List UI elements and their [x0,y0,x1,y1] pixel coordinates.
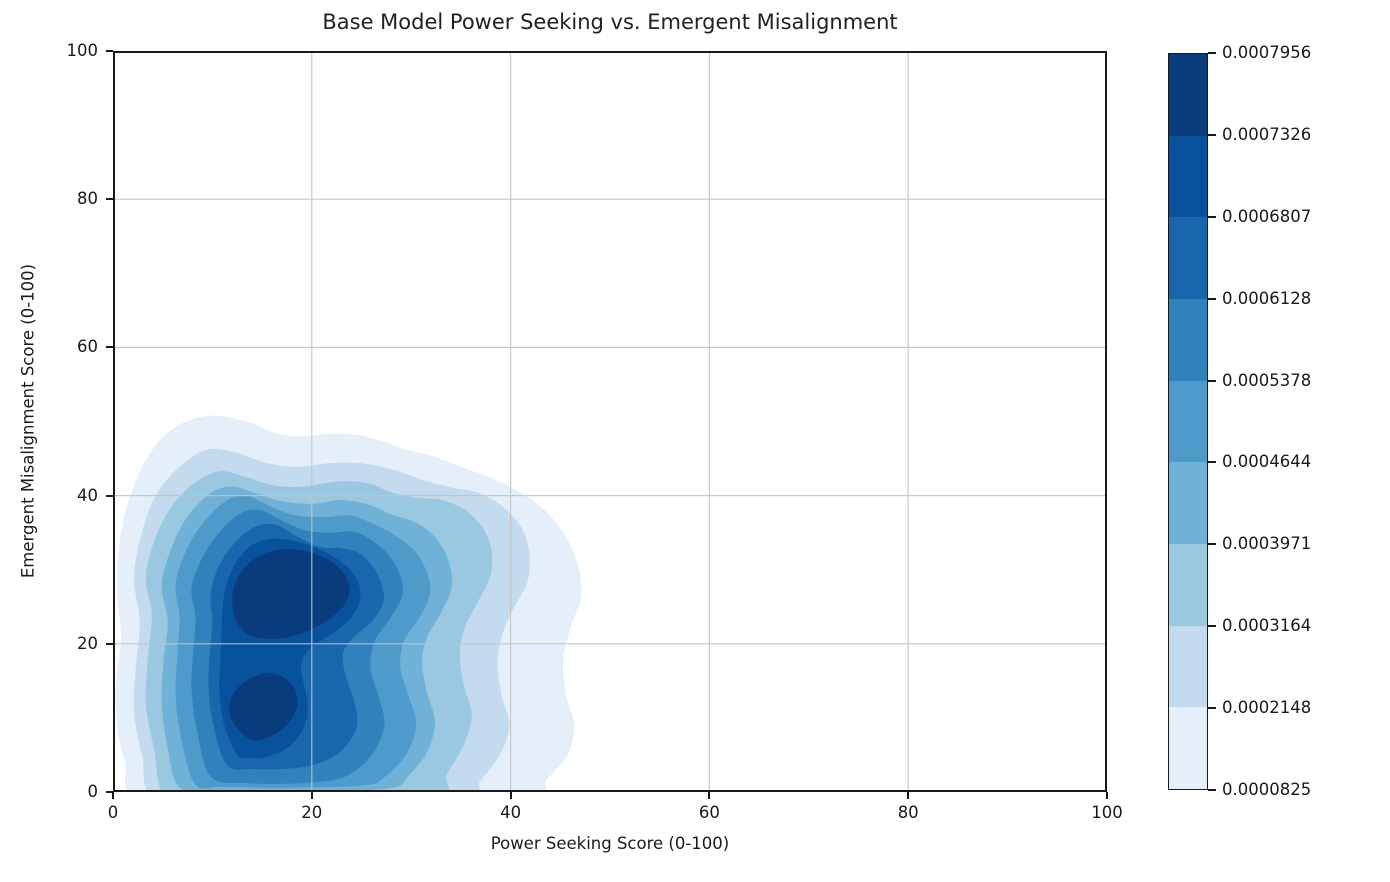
x-tick-mark [310,792,313,799]
y-tick-label: 60 [77,337,98,357]
colorbar-tick-label: 0.0007326 [1222,124,1312,144]
x-tick-label: 0 [107,803,119,822]
colorbar-band [1169,544,1207,626]
colorbar-tick-label: 0.0007956 [1222,43,1312,62]
colorbar-band [1169,707,1207,790]
colorbar-tick-mark [1208,543,1216,546]
colorbar-tick-mark [1208,379,1216,382]
y-tick-mark [106,642,113,645]
colorbar-tick-label: 0.0006807 [1222,206,1312,226]
contour-bands [115,415,582,792]
x-tick-label: 100 [1091,803,1123,822]
y-axis-label: Emergent Misalignment Score (0-100) [18,263,38,579]
colorbar-tick-label: 0.0003164 [1222,616,1312,636]
axes-spines [113,51,1107,792]
colorbar [1168,53,1208,790]
x-tick-label: 20 [301,803,323,822]
contour-plot-svg [113,51,1107,792]
y-tick-label: 0 [87,782,99,801]
colorbar-tick-mark [1208,461,1216,464]
colorbar-band [1169,625,1207,708]
colorbar-tick-label: 0.0004644 [1222,452,1312,472]
colorbar-band [1169,54,1207,136]
contour-band [229,673,298,741]
contour-band [232,549,350,639]
plot-area [113,51,1107,792]
x-tick-label: 40 [500,803,522,822]
colorbar-tick-label: 0.0000825 [1222,780,1312,799]
y-tick-mark [106,346,113,349]
y-tick-label: 40 [77,485,98,505]
colorbar-tick-label: 0.0005378 [1222,370,1312,390]
y-tick-label: 100 [66,41,99,60]
colorbar-band [1169,299,1207,381]
colorbar-tick-mark [1208,707,1216,710]
chart-title: Base Model Power Seeking vs. Emergent Mi… [322,10,898,34]
colorbar-tick-label: 0.0006128 [1222,288,1312,308]
colorbar-tick-mark [1208,133,1216,136]
colorbar-tick-mark [1208,52,1216,54]
y-tick-mark [106,494,113,497]
y-tick-mark [106,791,113,793]
colorbar-band [1169,380,1207,463]
x-tick-mark [708,792,711,799]
y-tick-mark [106,198,113,201]
y-tick-label: 80 [77,189,98,209]
x-tick-mark [112,792,114,799]
y-tick-mark [106,50,113,52]
colorbar-tick-mark [1208,625,1216,628]
x-tick-mark [1106,792,1108,799]
x-tick-mark [509,792,512,799]
colorbar-band [1169,462,1207,545]
y-tick-label: 20 [77,633,98,653]
gridlines [113,51,1107,792]
x-tick-label: 60 [698,803,720,822]
x-axis-label: Power Seeking Score (0-100) [490,834,730,853]
colorbar-tick-mark [1208,297,1216,300]
colorbar-tick-mark [1208,789,1216,791]
colorbar-tick-label: 0.0002148 [1222,698,1312,718]
x-tick-label: 80 [897,803,919,822]
colorbar-band [1169,217,1207,300]
x-tick-mark [907,792,910,799]
colorbar-band [1169,135,1207,218]
colorbar-tick-mark [1208,215,1216,218]
colorbar-tick-label: 0.0003971 [1222,534,1312,554]
